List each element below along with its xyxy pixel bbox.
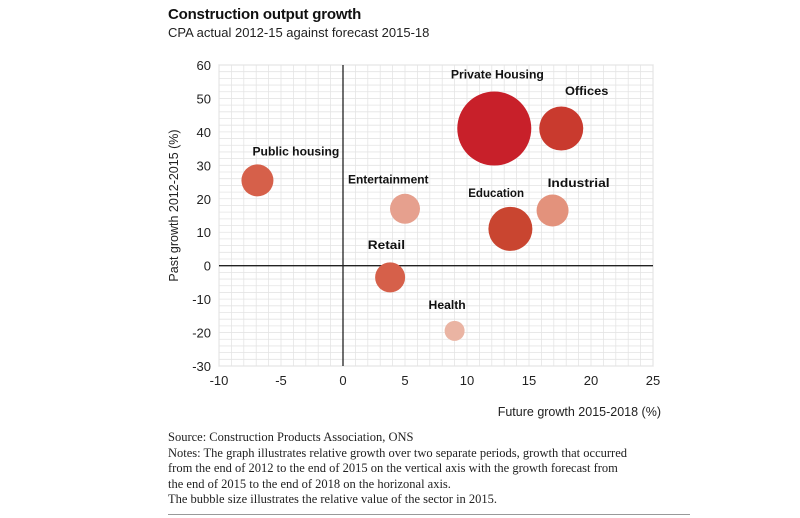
chart-subtitle: CPA actual 2012-15 against forecast 2015… [168, 25, 430, 40]
bubble [539, 106, 584, 151]
chart-notes: Source: Construction Products Associatio… [168, 430, 688, 508]
bubble [444, 320, 465, 341]
notes-line-2: from the end of 2012 to the end of 2015 … [168, 461, 618, 475]
notes-line-3: the end of 2015 to the end of 2018 on th… [168, 476, 451, 491]
bubble [390, 193, 420, 224]
bubble-label: Public housing [252, 144, 339, 158]
y-tick-label: 50 [197, 91, 211, 106]
x-tick-label: 5 [401, 373, 408, 388]
bubble [536, 194, 569, 227]
x-axis-label: Future growth 2015-2018 (%) [498, 405, 661, 419]
y-tick-label: 20 [197, 192, 211, 207]
bubble-label: Education [468, 186, 524, 200]
x-tick-label: 25 [646, 373, 660, 388]
bubble-chart: -30 -20 -10 0 10 20 30 40 50 60 -10 -5 0 5 10 15 20 25 Fut… [167, 58, 661, 419]
x-tick-label: 20 [584, 373, 598, 388]
bubble-label: Entertainment [348, 173, 429, 187]
chart-title: Construction output growth [168, 6, 362, 23]
y-tick-label: 60 [197, 58, 211, 73]
bubble-label: Private Housing [451, 67, 544, 81]
notes-line-4: The bubble size illustrates the relative… [168, 492, 498, 506]
bubble [488, 206, 533, 251]
y-tick-label: 0 [204, 259, 211, 274]
x-tick-label: -10 [210, 373, 229, 388]
bubble-label: Offices [565, 84, 609, 98]
y-tick-label: -10 [192, 292, 211, 307]
x-tick-label: 0 [339, 373, 346, 388]
bubble [375, 262, 406, 293]
y-axis-label: Past growth 2012-2015 (%) [167, 129, 181, 281]
source-note: Source: Construction Products Associatio… [168, 430, 414, 444]
y-tick-label: 10 [197, 225, 211, 240]
bubble-label: Retail [368, 238, 405, 252]
y-tick-label: 40 [197, 125, 211, 140]
y-tick-label: 30 [197, 158, 211, 173]
plot-frame [218, 64, 654, 367]
x-tick-label: 10 [460, 373, 474, 388]
bubble [457, 91, 532, 166]
bubble-label: Industrial [548, 176, 610, 190]
y-tick-label: -20 [192, 326, 211, 341]
notes-line-1: Notes: The graph illustrates relative gr… [168, 445, 627, 460]
bottom-divider [168, 514, 690, 515]
x-tick-label: 15 [522, 373, 536, 388]
bubble-label: Health [429, 298, 466, 312]
bubble [241, 164, 274, 197]
x-tick-label: -5 [275, 373, 287, 388]
y-tick-label: -30 [192, 359, 211, 374]
